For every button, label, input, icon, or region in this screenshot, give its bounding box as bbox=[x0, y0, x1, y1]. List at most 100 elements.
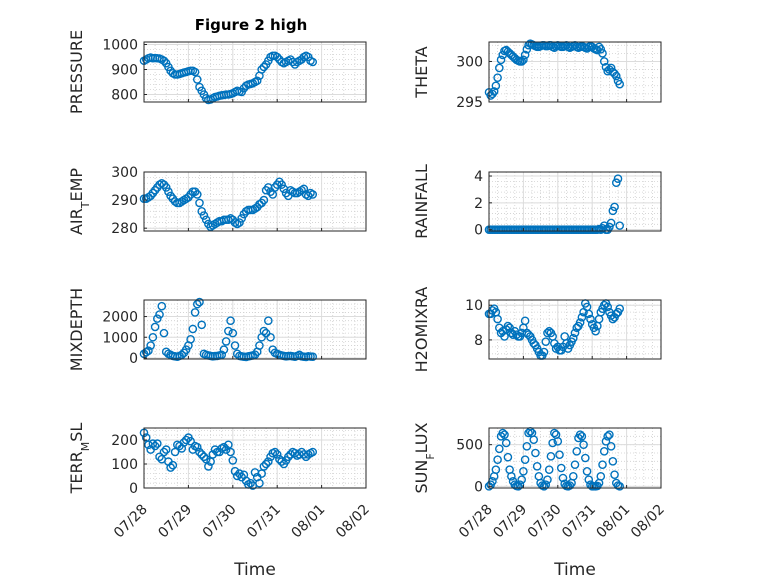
data-point bbox=[503, 452, 513, 462]
data-point bbox=[155, 452, 164, 462]
y-tick-label: 0 bbox=[474, 479, 483, 495]
data-point bbox=[150, 441, 160, 451]
data-point bbox=[541, 337, 551, 346]
data-point bbox=[159, 328, 169, 338]
data-point bbox=[219, 345, 229, 354]
data-point bbox=[308, 57, 318, 67]
plot-area bbox=[489, 172, 661, 231]
data-point bbox=[520, 50, 530, 60]
data-point bbox=[224, 326, 233, 336]
data-point bbox=[255, 341, 264, 350]
x-axis-label: Time bbox=[553, 560, 596, 580]
data-point bbox=[177, 350, 187, 360]
y-tick-label: 280 bbox=[111, 221, 138, 237]
data-point bbox=[146, 341, 155, 350]
data-point bbox=[144, 346, 153, 356]
data-point bbox=[556, 463, 566, 473]
data-point bbox=[608, 206, 618, 216]
data-point bbox=[548, 438, 557, 448]
data-point bbox=[520, 455, 530, 464]
data-point bbox=[517, 475, 526, 484]
data-point bbox=[159, 56, 169, 66]
data-point bbox=[596, 472, 606, 481]
data-point bbox=[230, 341, 240, 350]
y-axis-label: SUNFLUX bbox=[412, 422, 437, 493]
data-point bbox=[195, 447, 204, 457]
data-point bbox=[266, 332, 275, 342]
data-point bbox=[181, 345, 191, 354]
y-tick-label: 100 bbox=[111, 457, 138, 473]
axes-box bbox=[143, 299, 367, 360]
data-point bbox=[489, 87, 499, 96]
data-point bbox=[610, 202, 619, 212]
data-point bbox=[197, 450, 207, 459]
data-point bbox=[615, 482, 625, 491]
x-tick-label: 07/29 bbox=[490, 502, 530, 542]
data-point bbox=[591, 326, 600, 336]
y-axis-label: MIXDEPTH bbox=[67, 288, 86, 371]
data-point bbox=[159, 447, 169, 457]
data-point bbox=[495, 444, 504, 454]
data-point bbox=[192, 75, 202, 84]
data-point bbox=[219, 442, 229, 452]
y-tick-label: 2 bbox=[474, 196, 483, 212]
axes-box bbox=[488, 41, 662, 103]
data-point bbox=[519, 55, 528, 65]
y-axis-label: H2OMIXRA bbox=[412, 287, 431, 373]
data-point bbox=[192, 442, 202, 452]
x-tick-label: 08/01 bbox=[594, 502, 634, 542]
data-point bbox=[575, 430, 585, 439]
data-point bbox=[272, 450, 282, 459]
data-point bbox=[603, 432, 612, 441]
data-point bbox=[572, 447, 582, 456]
data-point bbox=[190, 308, 200, 317]
y-tick-label: 800 bbox=[111, 88, 138, 104]
y-tick-label: 10 bbox=[465, 298, 483, 314]
data-point bbox=[568, 472, 578, 481]
y-tick-label: 4 bbox=[474, 169, 483, 185]
y-tick-label: 500 bbox=[456, 438, 483, 454]
data-point bbox=[252, 76, 262, 86]
data-point bbox=[181, 435, 191, 445]
data-point bbox=[524, 428, 533, 438]
data-point bbox=[513, 482, 523, 491]
data-point bbox=[605, 430, 614, 439]
data-point bbox=[153, 314, 162, 323]
data-point bbox=[544, 465, 554, 474]
data-point bbox=[230, 466, 240, 476]
data-point bbox=[283, 452, 293, 462]
data-point bbox=[606, 442, 616, 451]
data-point bbox=[491, 465, 501, 474]
data-point bbox=[570, 460, 580, 469]
x-tick-label: 08/02 bbox=[333, 502, 373, 542]
data-point bbox=[539, 482, 549, 491]
axes-box bbox=[143, 427, 367, 489]
data-point bbox=[237, 214, 246, 223]
data-point bbox=[186, 436, 195, 446]
y-tick-label: 8 bbox=[474, 333, 483, 349]
y-tick-label: 2000 bbox=[102, 310, 138, 326]
data-point bbox=[235, 218, 244, 227]
data-point bbox=[221, 445, 231, 454]
figure-title: Figure 2 high bbox=[195, 16, 308, 34]
y-tick-label: 0 bbox=[129, 481, 138, 497]
data-point bbox=[507, 472, 516, 481]
data-point bbox=[501, 438, 511, 448]
y-tick-label: 0 bbox=[474, 223, 483, 239]
data-point bbox=[610, 470, 619, 479]
axes-box bbox=[488, 427, 662, 489]
data-point bbox=[584, 475, 594, 484]
axes-box bbox=[143, 41, 367, 103]
data-point bbox=[188, 324, 198, 334]
data-point bbox=[601, 437, 611, 446]
data-point bbox=[531, 448, 540, 458]
data-point bbox=[272, 52, 282, 62]
data-point bbox=[543, 475, 552, 484]
subplot-2: 295 300 THETA bbox=[412, 39, 662, 111]
data-point bbox=[491, 81, 501, 91]
data-point bbox=[228, 328, 238, 338]
data-point bbox=[584, 309, 594, 319]
data-point bbox=[148, 439, 158, 448]
y-tick-label: 1000 bbox=[102, 330, 138, 346]
